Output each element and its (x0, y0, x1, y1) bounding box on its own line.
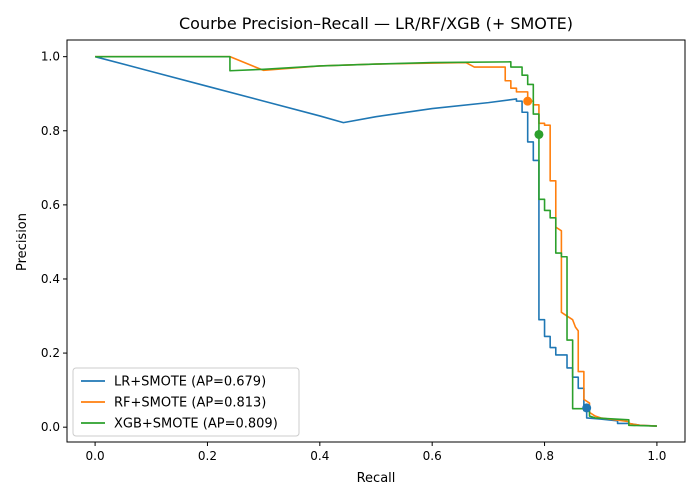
x-tick-label: 0.0 (86, 449, 105, 463)
x-tick-label: 0.4 (310, 449, 329, 463)
legend-label-2: XGB+SMOTE (AP=0.809) (114, 417, 278, 432)
y-tick-label: 0.8 (41, 124, 60, 138)
legend-label-1: RF+SMOTE (AP=0.813) (114, 396, 266, 411)
plot-frame (66, 39, 686, 443)
y-axis-ticks: 0.0 0.2 0.4 0.6 0.8 1.0 (41, 50, 67, 434)
legend: LR+SMOTE (AP=0.679) RF+SMOTE (AP=0.813) XG… (72, 367, 300, 437)
x-tick-label: 0.6 (423, 449, 442, 463)
marker-layer (523, 96, 592, 413)
operating-point-marker-1 (523, 96, 533, 106)
operating-point-marker-0 (582, 403, 592, 413)
y-axis-label: Precision (15, 213, 30, 271)
y-tick-label: 0.6 (41, 198, 60, 212)
x-axis-ticks: 0.0 0.2 0.4 0.6 0.8 1.0 (86, 442, 666, 463)
y-tick-label: 0.0 (41, 420, 60, 434)
chart-title: Courbe Precision–Recall — LR/RF/XGB (+ S… (179, 14, 573, 33)
y-tick-label: 0.2 (41, 346, 60, 360)
legend-box (72, 367, 300, 437)
x-tick-label: 1.0 (647, 449, 666, 463)
x-tick-label: 0.8 (535, 449, 554, 463)
legend-label-0: LR+SMOTE (AP=0.679) (114, 375, 266, 390)
x-tick-label: 0.2 (198, 449, 217, 463)
x-axis-label: Recall (357, 471, 396, 486)
y-tick-label: 1.0 (41, 50, 60, 64)
operating-point-marker-2 (534, 129, 544, 139)
y-tick-label: 0.4 (41, 272, 60, 286)
